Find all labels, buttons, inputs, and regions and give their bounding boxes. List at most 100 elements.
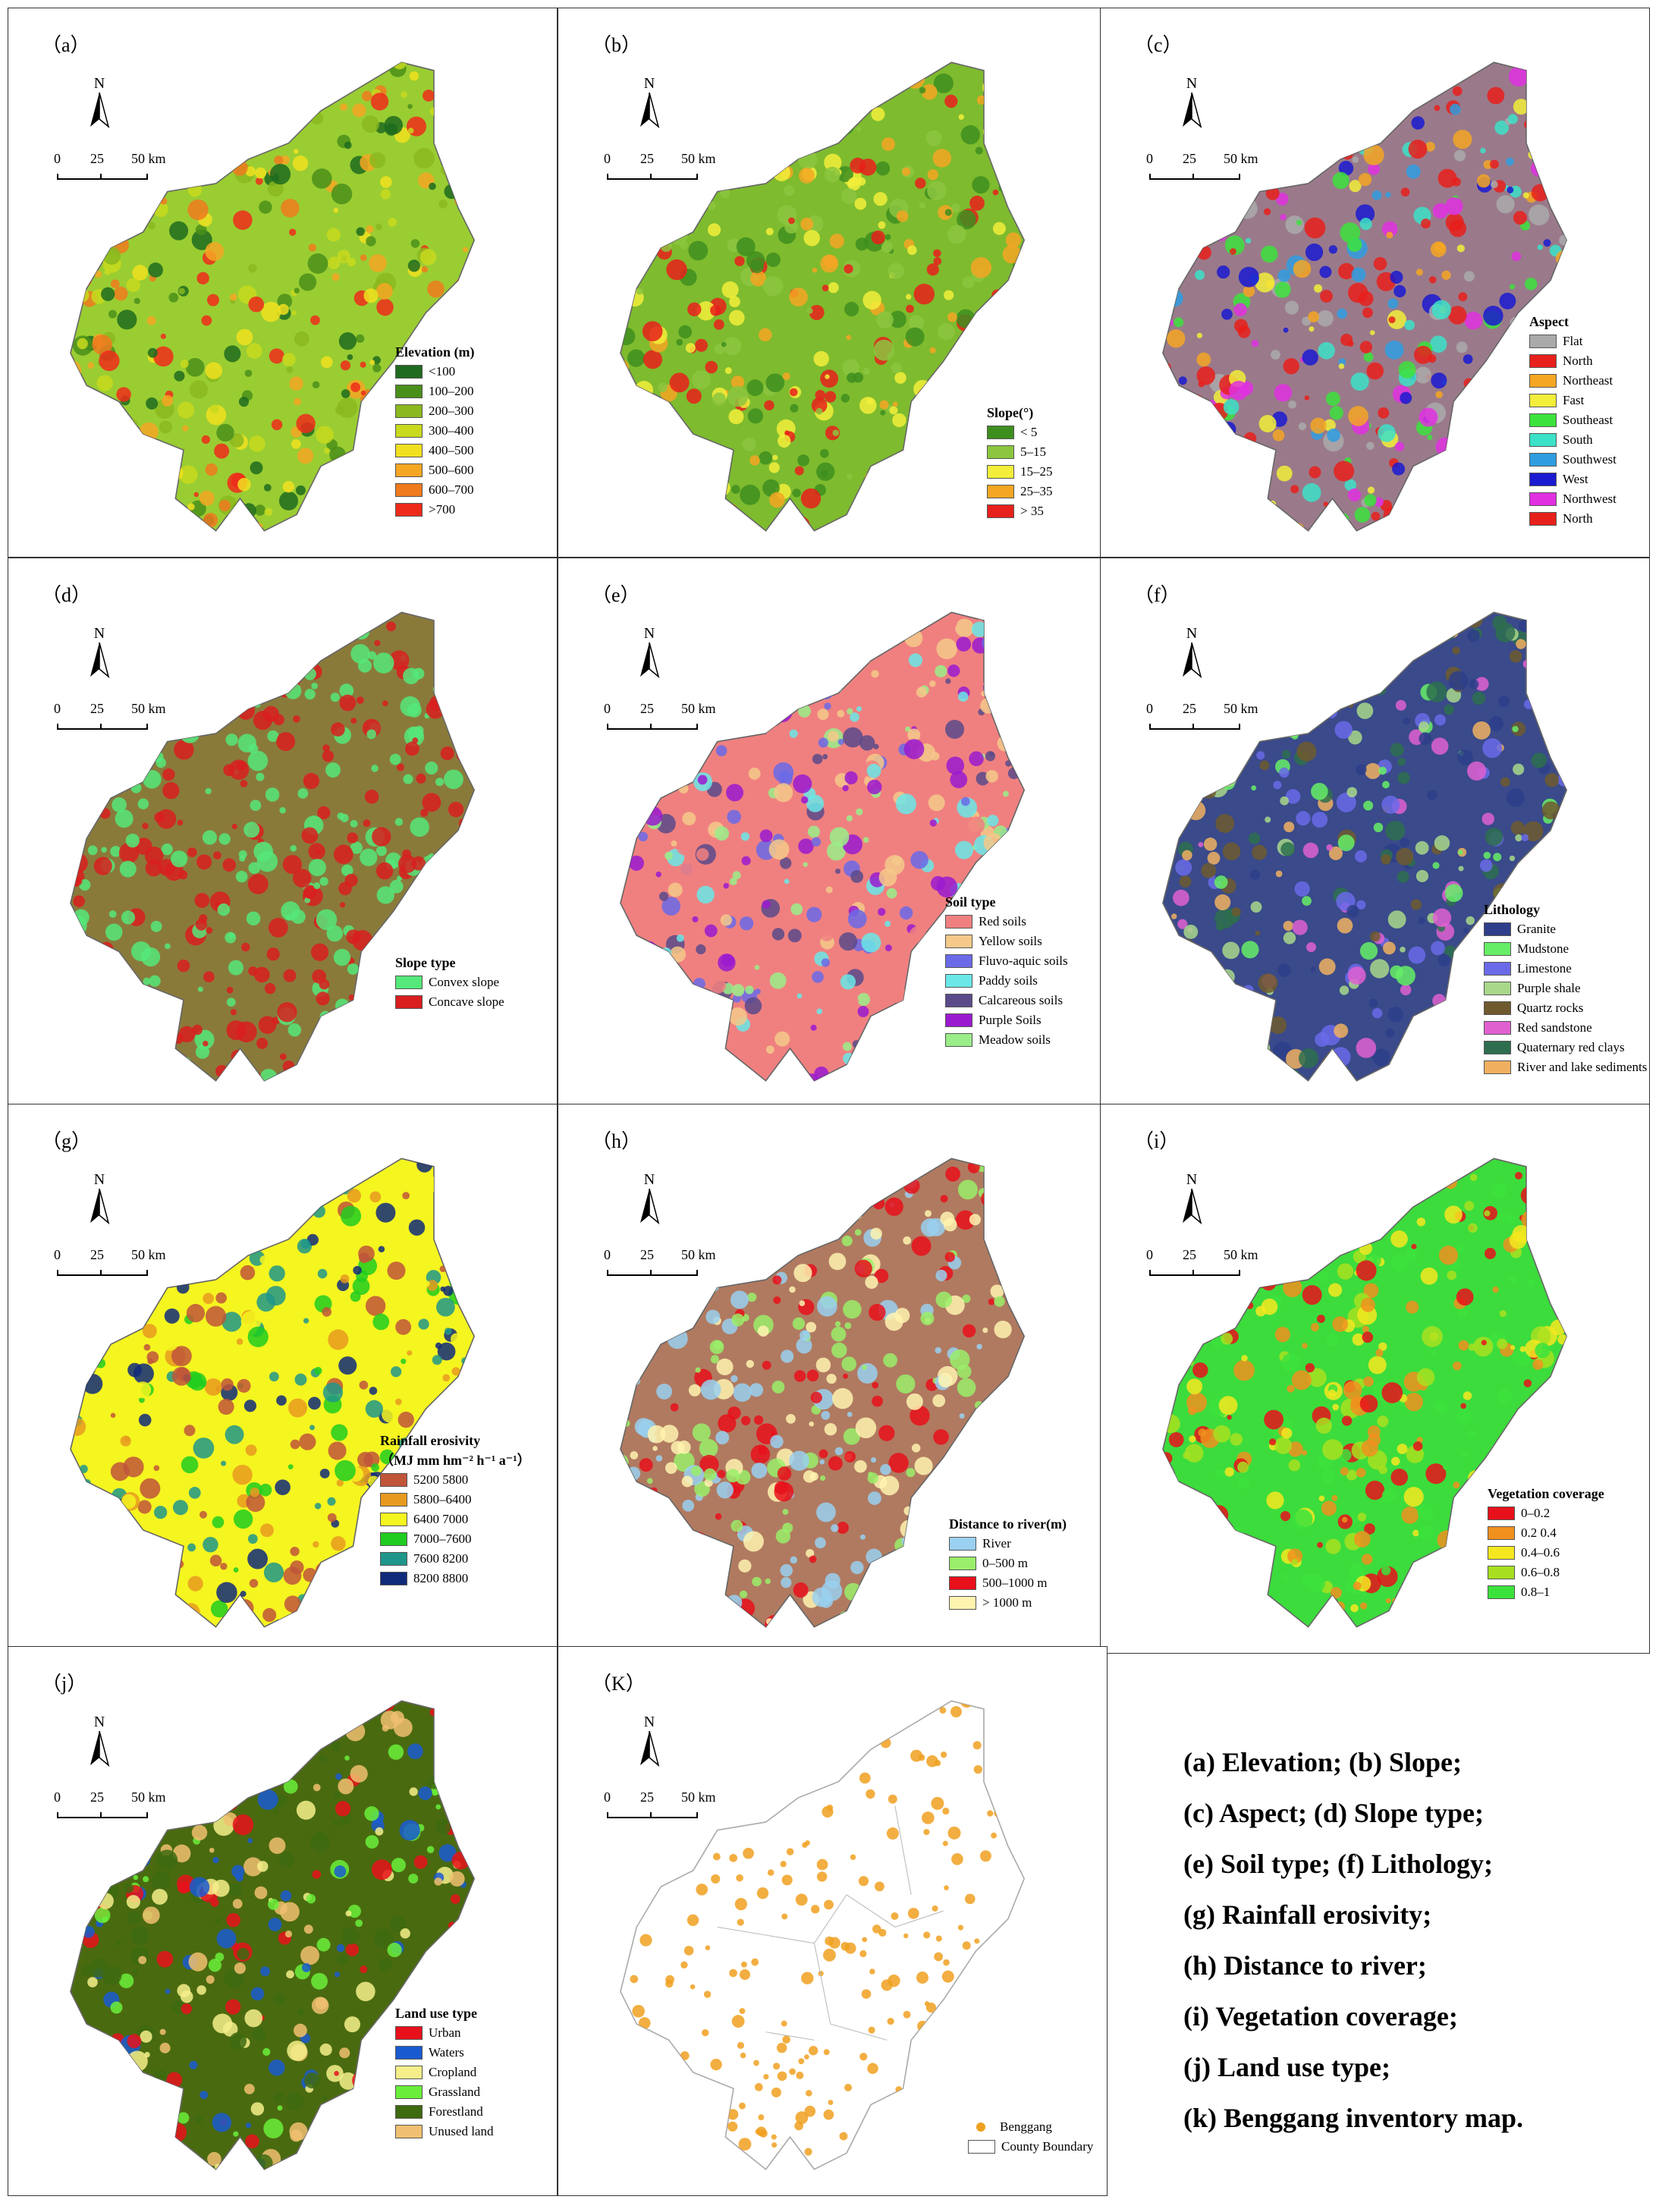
legend-item: Northwest bbox=[1529, 489, 1617, 509]
legend-label: < 5 bbox=[1020, 425, 1038, 439]
legend-label: Forestland bbox=[429, 2104, 483, 2119]
legend-swatch bbox=[987, 465, 1014, 479]
legend-item: 600–700 bbox=[395, 480, 474, 500]
legend-title: Land use type bbox=[395, 2006, 478, 2021]
legend-swatch bbox=[949, 1557, 976, 1570]
scale-label: 0 bbox=[54, 701, 61, 716]
map-panel: （h） N 0 25 50 km Distance to river(m) River 0–5… bbox=[558, 1104, 1108, 1654]
legend-item: Unused land bbox=[395, 2122, 493, 2141]
north-arrow-icon: N bbox=[634, 75, 665, 136]
legend-title: Soil type bbox=[945, 894, 996, 910]
legend-item: 6400 7000 bbox=[380, 1510, 531, 1529]
legend-item: 5800–6400 bbox=[380, 1490, 531, 1510]
legend-swatch bbox=[395, 2026, 423, 2040]
legend-swatch bbox=[1529, 413, 1557, 427]
scale-label: 25 bbox=[640, 701, 654, 716]
panel-label: （K） bbox=[592, 1673, 646, 1695]
north-arrow-icon: N bbox=[84, 625, 115, 686]
north-label: N bbox=[93, 1171, 105, 1188]
legend-label: Southeast bbox=[1563, 413, 1613, 427]
region-map bbox=[1162, 61, 1568, 532]
legend-swatch bbox=[395, 404, 423, 418]
scale-label: 25 bbox=[90, 151, 104, 166]
scale-label: 25 bbox=[90, 701, 104, 716]
legend-item: 15–25 bbox=[987, 462, 1053, 482]
legend-title: Distance to river(m) bbox=[949, 1516, 1067, 1532]
scale-label: 25 bbox=[640, 1789, 654, 1805]
legend-label: > 35 bbox=[1020, 504, 1044, 518]
legend-title: Rainfall erosivity bbox=[380, 1433, 481, 1448]
scale-line bbox=[1149, 174, 1240, 180]
legend-item: 0.8–1 bbox=[1488, 1582, 1604, 1602]
legend-item: < 5 bbox=[987, 423, 1053, 442]
region-map bbox=[1162, 611, 1568, 1082]
legend-swatch bbox=[395, 365, 423, 379]
legend-label: Purple shale bbox=[1517, 981, 1581, 995]
panel-label: （j） bbox=[42, 1673, 87, 1695]
legend-label: Northeast bbox=[1563, 373, 1613, 388]
legend-title: Lithology bbox=[1484, 902, 1541, 917]
scale-bar: 0 25 50 km bbox=[604, 151, 716, 181]
legend-label: West bbox=[1563, 472, 1588, 486]
legend-item: Southwest bbox=[1529, 450, 1617, 470]
map-legend: Distance to river(m) River 0–500 m 500–1000… bbox=[949, 1514, 1067, 1613]
scale-label: 0 bbox=[54, 1789, 61, 1805]
legend-label: Urban bbox=[429, 2025, 461, 2040]
caption-line: (e) Soil type; (f) Lithology; bbox=[1183, 1849, 1493, 1879]
scale-bar: 0 25 50 km bbox=[54, 1247, 166, 1277]
legend-swatch bbox=[1529, 335, 1557, 348]
north-label: N bbox=[93, 1714, 105, 1730]
map-panel: （d） N 0 25 50 km Slope type Convex slope Concav… bbox=[8, 558, 558, 1108]
legend-swatch bbox=[976, 2122, 985, 2132]
legend-item: 25–35 bbox=[987, 482, 1053, 501]
figure-caption: (a) Elevation; (b) Slope; (c) Aspect; (d… bbox=[1183, 1737, 1523, 2144]
map-panel: （a） N 0 25 50 km Elevation (m) <100 100–200 200–… bbox=[8, 8, 558, 558]
legend-label: South bbox=[1563, 432, 1593, 447]
scale-line bbox=[607, 1812, 698, 1818]
legend-label: 300–400 bbox=[429, 423, 474, 438]
legend-item: Quartz rocks bbox=[1484, 998, 1647, 1018]
north-arrow-icon: N bbox=[634, 1171, 665, 1232]
caption-line: (g) Rainfall erosivity; bbox=[1183, 1899, 1432, 1930]
legend-label: Southwest bbox=[1563, 452, 1617, 467]
legend-label: Unused land bbox=[429, 2124, 494, 2138]
legend-item: 0.4–0.6 bbox=[1488, 1543, 1604, 1563]
north-label: N bbox=[1186, 625, 1198, 642]
legend-swatch bbox=[945, 994, 972, 1007]
legend-swatch bbox=[380, 1572, 407, 1585]
scale-label: 50 km bbox=[1224, 1247, 1258, 1262]
legend-label: Red sandstone bbox=[1517, 1020, 1592, 1035]
legend-item: Fast bbox=[1529, 391, 1617, 410]
scale-label: 25 bbox=[90, 1789, 104, 1805]
legend-label: 5200 5800 bbox=[413, 1472, 469, 1487]
legend-label: Purple Soils bbox=[979, 1013, 1042, 1027]
legend-item: Mudstone bbox=[1484, 939, 1647, 959]
legend-item: Southeast bbox=[1529, 410, 1617, 430]
legend-swatch bbox=[1488, 1507, 1515, 1520]
region-map bbox=[620, 1158, 1026, 1628]
legend-label: 6400 7000 bbox=[413, 1512, 469, 1526]
legend-swatch bbox=[380, 1552, 407, 1566]
legend-item: 0.2 0.4 bbox=[1488, 1523, 1604, 1543]
legend-swatch bbox=[945, 974, 972, 988]
legend-item: Cropland bbox=[395, 2063, 493, 2082]
scale-line bbox=[607, 174, 698, 180]
legend-label: <100 bbox=[429, 364, 456, 379]
legend-item: Grassland bbox=[395, 2082, 493, 2102]
legend-label: Grassland bbox=[429, 2085, 480, 2099]
legend-item: Granite bbox=[1484, 919, 1647, 939]
scale-label: 0 bbox=[54, 1247, 61, 1262]
north-arrow-icon: N bbox=[634, 625, 665, 686]
caption-line: (j) Land use type; bbox=[1183, 2052, 1391, 2082]
legend-swatch bbox=[1484, 922, 1511, 936]
scale-line bbox=[607, 724, 698, 730]
legend-swatch bbox=[395, 463, 423, 477]
legend-title: Elevation (m) bbox=[395, 344, 475, 360]
legend-swatch bbox=[949, 1537, 976, 1551]
scale-label: 25 bbox=[90, 1247, 104, 1262]
scale-label: 50 km bbox=[131, 701, 166, 716]
legend-item: Northeast bbox=[1529, 371, 1617, 391]
scale-label: 50 km bbox=[131, 1247, 166, 1262]
scale-label: 0 bbox=[1146, 701, 1153, 716]
legend-swatch bbox=[949, 1596, 976, 1610]
